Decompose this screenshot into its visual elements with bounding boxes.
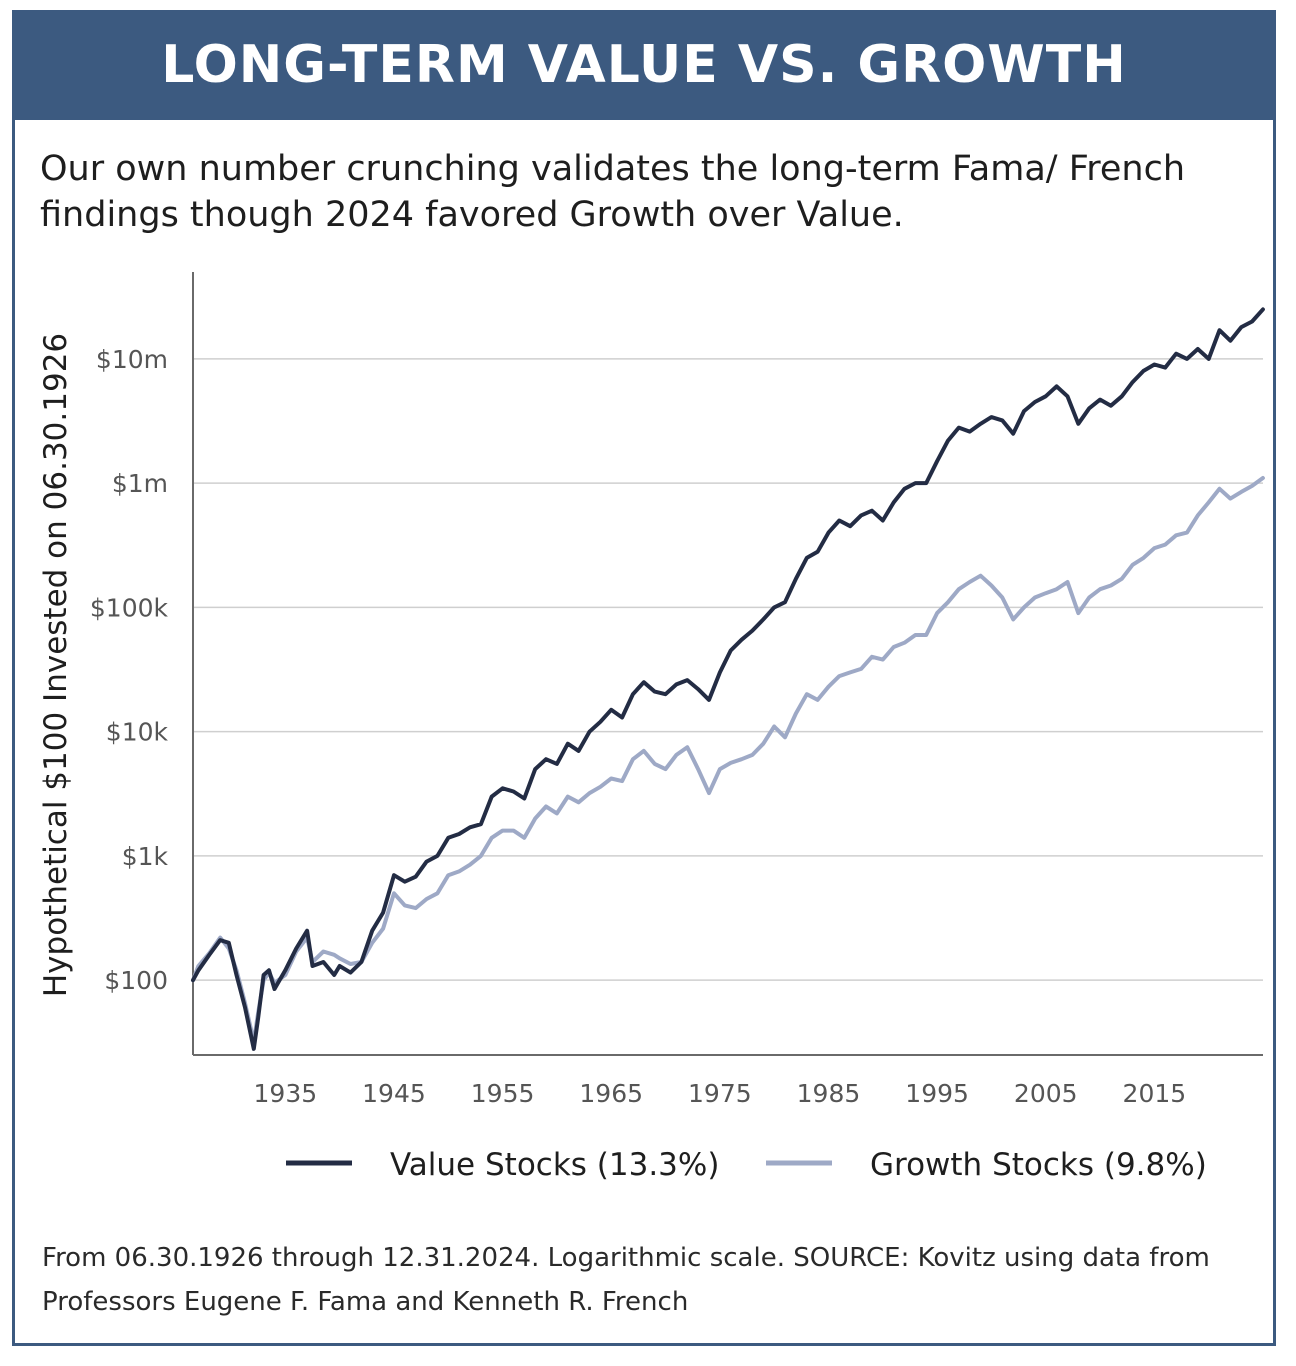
x-tick-label: 2005 [1014, 1079, 1078, 1108]
legend-value-label: Value Stocks (13.3%) [390, 1147, 719, 1183]
x-tick-label: 1995 [905, 1079, 969, 1108]
y-tick-label: $10m [96, 345, 168, 374]
title-banner: LONG-TERM VALUE VS. GROWTH [12, 10, 1276, 120]
x-tick-label: 1965 [579, 1079, 643, 1108]
subtitle: Our own number crunching validates the l… [40, 149, 1186, 235]
growth-stocks-line [191, 476, 1265, 1044]
legend-growth-label: Growth Stocks (9.8%) [870, 1147, 1207, 1183]
x-tick-label: 1945 [362, 1079, 426, 1108]
y-tick-label: $10k [106, 718, 169, 747]
x-tick-label: 2015 [1123, 1079, 1187, 1108]
page-title: LONG-TERM VALUE VS. GROWTH [161, 35, 1127, 95]
y-tick-label: $1m [112, 469, 168, 498]
source-footnote: From 06.30.1926 through 12.31.2024. Loga… [42, 1243, 1210, 1317]
value-stocks-line [191, 307, 1265, 1051]
x-tick-label: 1985 [797, 1079, 861, 1108]
y-tick-label: $100k [90, 593, 169, 622]
y-tick-label: $1k [122, 842, 169, 871]
y-tick-label: $100 [104, 966, 168, 995]
x-tick-label: 1975 [688, 1079, 752, 1108]
x-tick-label: 1935 [254, 1079, 318, 1108]
y-axis-label: Hypothetical $100 Invested on 06.30.1926 [38, 333, 74, 997]
x-tick-label: 1955 [471, 1079, 535, 1108]
